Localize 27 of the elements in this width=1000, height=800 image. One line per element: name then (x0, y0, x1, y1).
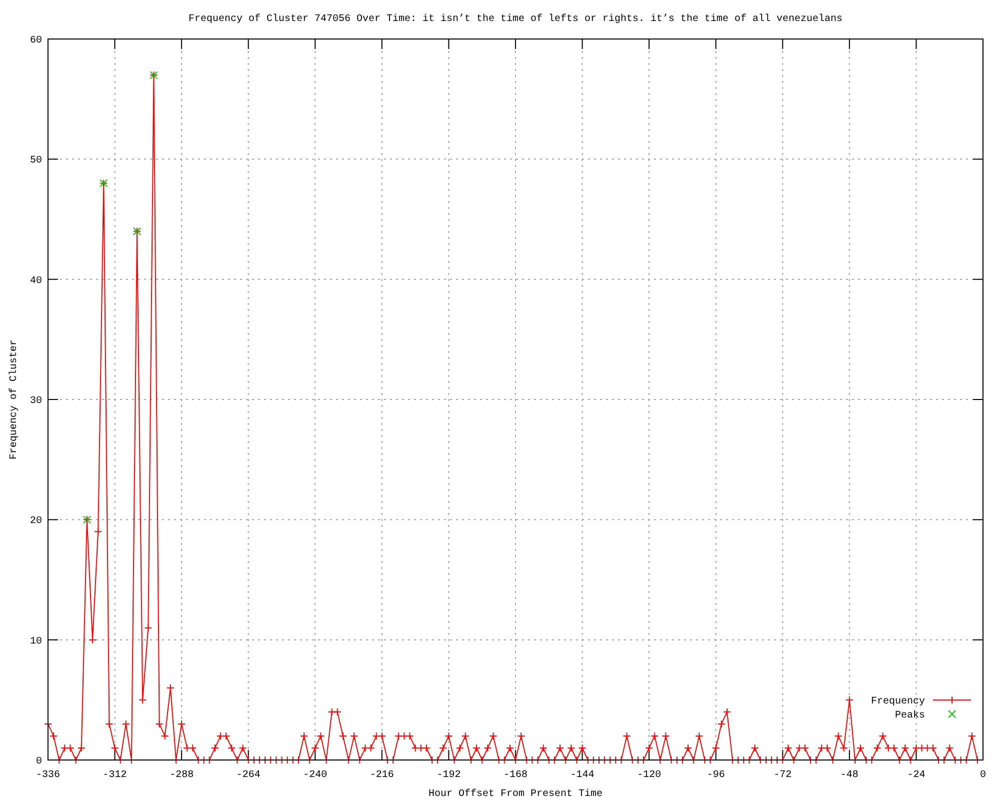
y-tick-label: 60 (30, 36, 42, 46)
x-tick-label: -336 (36, 770, 60, 781)
y-tick-label: 0 (36, 756, 42, 768)
y-tick-label: 40 (30, 276, 42, 287)
y-tick-label: 10 (30, 636, 42, 648)
x-axis-title: Hour Offset From Present Time (428, 788, 603, 800)
x-tick-label: -216 (370, 770, 394, 781)
y-tick-label: 30 (30, 396, 42, 407)
x-tick-label: -120 (637, 770, 662, 781)
x-tick-label: -72 (774, 770, 792, 781)
chart-title: Frequency of Cluster 747056 Over Time: it isn’t the time of lefts or rights. it’s the time of all venezuelans (188, 13, 843, 25)
x-tick-label: -312 (102, 770, 127, 781)
x-tick-label: 0 (980, 770, 986, 781)
x-tick-label: -24 (907, 770, 926, 781)
y-axis-title: Frequency of Cluster (8, 339, 20, 460)
legend-label: Peaks (894, 710, 925, 722)
x-tick-label: -144 (570, 770, 594, 781)
legend-label: Frequency (870, 696, 925, 708)
x-tick-label: -240 (303, 770, 328, 781)
y-tick-label: 20 (30, 516, 42, 528)
x-tick-label: -192 (436, 770, 461, 781)
x-tick-label: -264 (236, 770, 260, 781)
x-tick-label: -96 (706, 770, 725, 781)
y-tick-label: 50 (30, 156, 42, 167)
x-tick-label: -48 (840, 770, 858, 781)
x-tick-label: -288 (170, 770, 194, 781)
x-tick-label: -168 (503, 770, 528, 781)
